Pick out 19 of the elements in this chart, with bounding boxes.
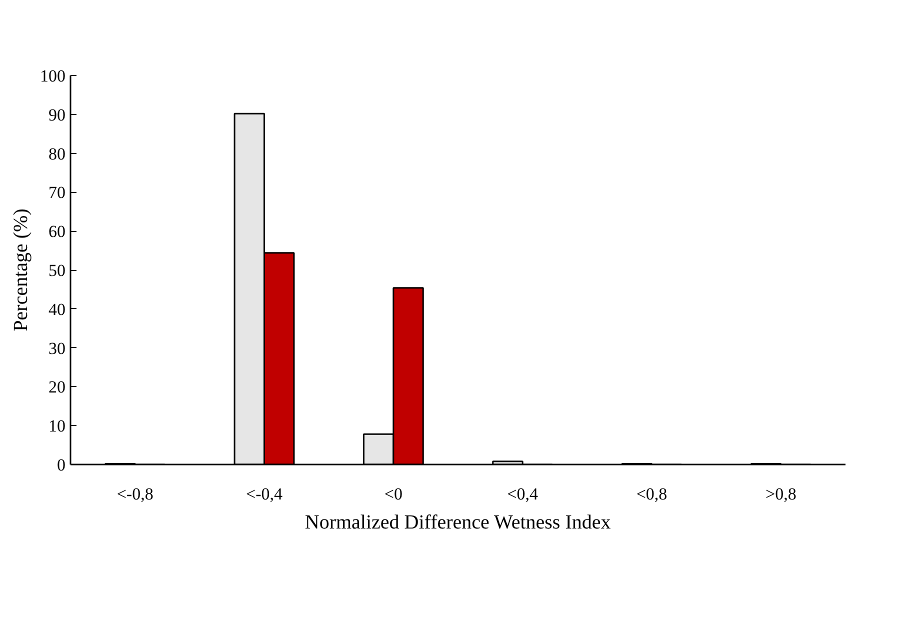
y-tick-label: 50 — [48, 261, 66, 280]
y-tick-label: 90 — [48, 105, 66, 124]
y-tick-label: 10 — [48, 416, 66, 436]
y-tick-label: 100 — [40, 66, 66, 86]
y-tick-label: 20 — [48, 378, 66, 397]
x-tick-label: >0,8 — [766, 484, 796, 504]
y-tick-label: 80 — [48, 144, 66, 164]
x-axis-title: Normalized Difference Wetness Index — [304, 512, 611, 534]
x-tick-label: <0,4 — [507, 484, 538, 504]
y-tick-label: 30 — [48, 338, 66, 358]
x-tick-label: <-0,4 — [246, 484, 283, 504]
x-tick-label: <-0,8 — [116, 484, 154, 504]
y-tick-label: 70 — [48, 183, 66, 202]
y-axis-title: Percentage (%) — [10, 208, 32, 332]
x-tick-label: <0 — [384, 484, 402, 504]
y-tick-label: 40 — [48, 300, 66, 319]
y-tick-label: 60 — [48, 222, 66, 242]
y-tick-label: 0 — [57, 456, 66, 474]
x-tick-label: <0,8 — [636, 484, 668, 504]
